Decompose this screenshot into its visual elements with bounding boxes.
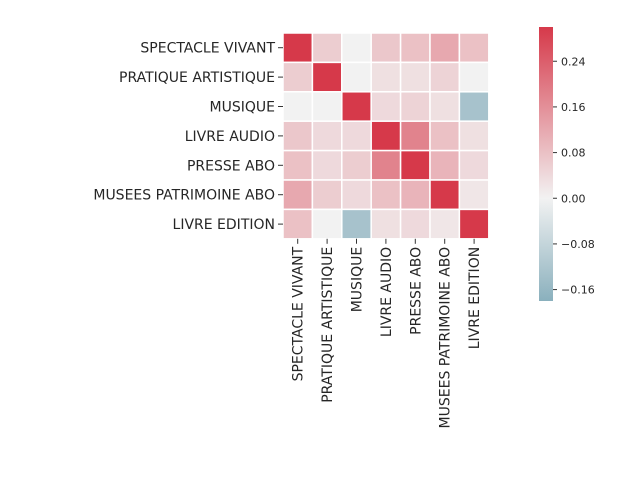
heatmap-cell: [311, 208, 343, 240]
heatmap-cell: [458, 208, 490, 240]
heatmap-cells: [282, 32, 490, 240]
heatmap-cell: [370, 61, 402, 93]
heatmap-cell: [429, 91, 461, 122]
colorbar-tick-label: 0.08: [561, 147, 586, 160]
heatmap-cell: [311, 32, 343, 64]
heatmap-cell: [429, 179, 461, 211]
heatmap-cell: [399, 61, 431, 93]
colorbar-tick-label: −0.16: [561, 284, 595, 297]
column-label: LIVRE AUDIO: [379, 247, 395, 337]
heatmap-cell: [370, 32, 402, 64]
heatmap-cell: [341, 179, 372, 211]
heatmap-cell: [311, 120, 343, 152]
heatmap-cell: [458, 61, 490, 93]
column-label: LIVRE EDITION: [467, 247, 483, 349]
heatmap-cell: [311, 91, 343, 122]
row-label: PRESSE ABO: [187, 158, 275, 174]
heatmap-cell: [399, 208, 431, 240]
heatmap-cell: [429, 32, 461, 64]
heatmap-cell: [341, 32, 372, 64]
colorbar-tick-label: 0.00: [561, 192, 586, 205]
colorbar-tick-label: 0.24: [561, 55, 586, 68]
heatmap-cell: [282, 208, 314, 240]
row-label: LIVRE EDITION: [173, 217, 275, 233]
heatmap-cell: [458, 179, 490, 211]
heatmap-cell: [429, 120, 461, 152]
heatmap-cell: [282, 149, 314, 181]
heatmap-cell: [458, 120, 490, 152]
column-label: SPECTACLE VIVANT: [291, 246, 307, 381]
heatmap-cell: [399, 179, 431, 211]
heatmap-cell: [341, 149, 372, 181]
heatmap-cell: [399, 32, 431, 64]
heatmap-cell: [458, 149, 490, 181]
row-label: MUSEES PATRIMOINE ABO: [93, 188, 275, 204]
heatmap-cell: [341, 91, 372, 122]
heatmap-cell: [370, 120, 402, 152]
heatmap-cell: [311, 61, 343, 93]
heatmap-cell: [311, 149, 343, 181]
heatmap-cell: [458, 91, 490, 122]
heatmap-cell: [399, 149, 431, 181]
heatmap-cell: [282, 32, 314, 64]
heatmap-cell: [341, 61, 372, 93]
column-label: MUSEES PATRIMOINE ABO: [438, 247, 454, 429]
heatmap-cell: [370, 91, 402, 122]
colorbar-gradient: [539, 27, 553, 301]
heatmap-cell: [429, 149, 461, 181]
row-label: LIVRE AUDIO: [185, 129, 275, 145]
heatmap-cell: [429, 208, 461, 240]
row-label: PRATIQUE ARTISTIQUE: [119, 70, 275, 86]
heatmap-cell: [429, 61, 461, 93]
column-labels: SPECTACLE VIVANT PRATIQUE ARTISTIQUE MUSIQ…: [291, 238, 483, 429]
colorbar: 0.24 0.16 0.08 0.00 −0.08 −0.16: [539, 27, 595, 301]
heatmap-cell: [282, 61, 314, 93]
heatmap-cell: [399, 120, 431, 152]
heatmap-cell: [282, 91, 314, 122]
row-label: MUSIQUE: [210, 100, 275, 116]
heatmap-cell: [341, 208, 372, 240]
heatmap-cell: [399, 91, 431, 122]
column-label: MUSIQUE: [350, 247, 366, 312]
heatmap-cell: [370, 208, 402, 240]
heatmap-cell: [370, 149, 402, 181]
heatmap-cell: [311, 179, 343, 211]
colorbar-tick-label: −0.08: [561, 238, 595, 251]
heatmap-cell: [282, 179, 314, 211]
row-label: SPECTACLE VIVANT: [140, 41, 275, 57]
colorbar-tick-label: 0.16: [561, 101, 586, 114]
row-labels: SPECTACLE VIVANT PRATIQUE ARTISTIQUE MUSIQ…: [93, 41, 283, 233]
heatmap-cell: [341, 120, 372, 152]
heatmap-cell: [282, 120, 314, 152]
column-label: PRATIQUE ARTISTIQUE: [320, 247, 336, 403]
heatmap-cell: [458, 32, 490, 64]
heatmap-cell: [370, 179, 402, 211]
column-label: PRESSE ABO: [408, 247, 424, 335]
